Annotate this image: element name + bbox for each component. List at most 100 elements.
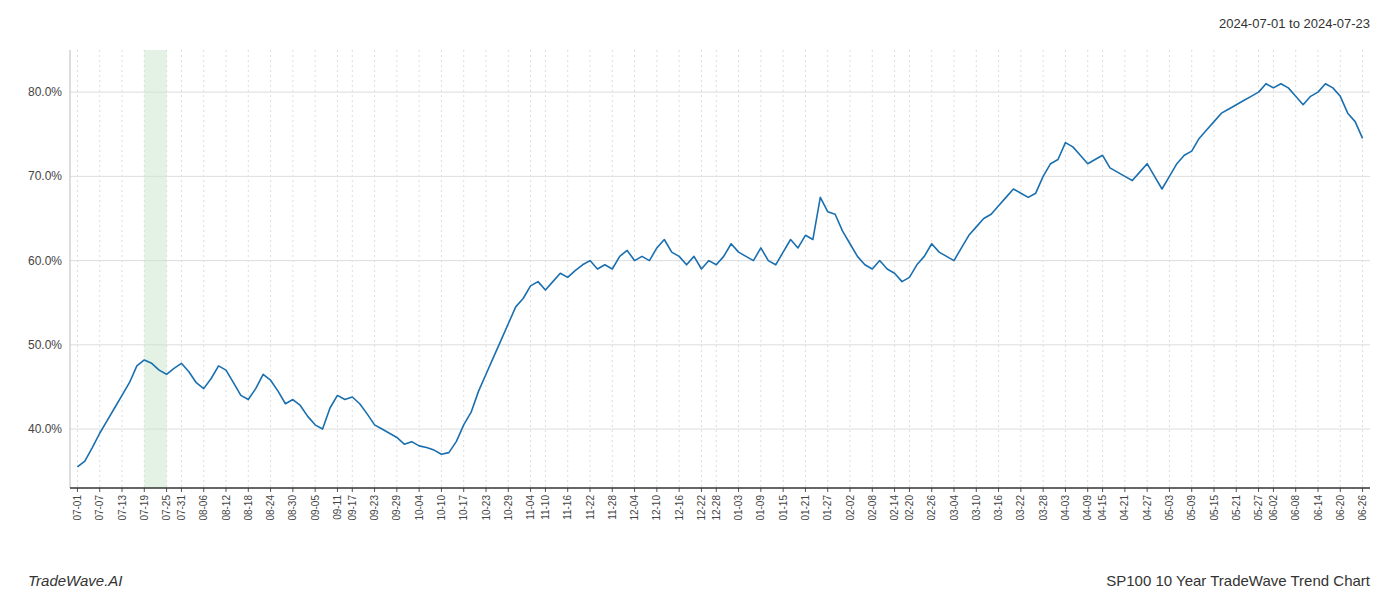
x-tick-label: 12-28 — [711, 495, 722, 521]
x-tick-label: 11-04 — [525, 495, 536, 520]
x-grid-line — [909, 50, 910, 488]
x-grid-line — [1065, 50, 1066, 488]
x-grid-line — [931, 50, 932, 488]
y-grid-line — [70, 92, 1370, 93]
x-axis-line — [70, 487, 1370, 489]
x-grid-line — [1318, 50, 1319, 488]
plot-area — [77, 50, 1362, 488]
x-grid-line — [352, 50, 353, 488]
x-grid-line — [122, 50, 123, 488]
x-tick-label: 05-21 — [1231, 495, 1242, 521]
y-tick-label: 40.0% — [28, 422, 62, 436]
x-tick-label: 11-22 — [585, 495, 596, 520]
x-tick-label: 07-31 — [176, 495, 187, 521]
x-grid-line — [226, 50, 227, 488]
x-tick-label: 09-11 — [332, 495, 343, 520]
x-tick-label: 01-03 — [733, 495, 744, 521]
x-tick-label: 06-14 — [1313, 495, 1324, 521]
y-tick-label: 60.0% — [28, 254, 62, 268]
x-grid-line — [634, 50, 635, 488]
x-tick-label: 03-16 — [993, 495, 1004, 521]
x-tick-label: 03-28 — [1038, 495, 1049, 521]
x-tick-label: 10-17 — [458, 495, 469, 521]
x-tick-label: 09-29 — [391, 495, 402, 521]
x-tick-label: 02-20 — [904, 495, 915, 521]
x-grid-line — [738, 50, 739, 488]
x-tick-label: 12-16 — [674, 495, 685, 521]
y-grid-line — [70, 176, 1370, 177]
x-grid-line — [850, 50, 851, 488]
x-tick-label: 06-26 — [1357, 495, 1368, 521]
y-tick-label: 80.0% — [28, 85, 62, 99]
y-axis: 40.0%50.0%60.0%70.0%80.0% — [28, 85, 62, 436]
x-grid-line — [1258, 50, 1259, 488]
y-axis-line — [70, 50, 71, 488]
x-grid-line — [248, 50, 249, 488]
x-grid-line — [1147, 50, 1148, 488]
x-tick-label: 09-23 — [369, 495, 380, 521]
x-grid-line — [292, 50, 293, 488]
x-grid-line — [77, 50, 78, 488]
y-grid-line — [70, 344, 1370, 345]
x-tick-label: 02-02 — [845, 495, 856, 521]
x-grid-line — [1214, 50, 1215, 488]
x-tick-label: 04-03 — [1060, 495, 1071, 521]
x-grid-line — [1020, 50, 1021, 488]
x-tick-label: 04-15 — [1097, 495, 1108, 521]
x-tick-label: 01-21 — [800, 495, 811, 521]
x-tick-label: 05-03 — [1164, 495, 1175, 521]
x-tick-label: 01-09 — [755, 495, 766, 521]
x-tick-label: 06-02 — [1268, 495, 1279, 521]
x-grid-line — [486, 50, 487, 488]
x-grid-line — [590, 50, 591, 488]
x-tick-label: 08-18 — [243, 495, 254, 521]
x-tick-label: 10-29 — [503, 495, 514, 521]
x-tick-label: 07-25 — [161, 495, 172, 521]
x-grid-line — [1191, 50, 1192, 488]
x-grid-line — [270, 50, 271, 488]
x-grid-line — [1043, 50, 1044, 488]
x-grid-line — [783, 50, 784, 488]
x-tick-label: 01-15 — [778, 495, 789, 521]
x-tick-label: 12-22 — [696, 495, 707, 521]
x-tick-label: 12-04 — [629, 495, 640, 521]
x-grid-line — [656, 50, 657, 488]
x-grid-line — [1087, 50, 1088, 488]
x-grid-line — [441, 50, 442, 488]
trend-line — [77, 84, 1362, 467]
x-tick-label: 03-10 — [971, 495, 982, 521]
x-grid-line — [1295, 50, 1296, 488]
x-tick-label: 07-13 — [117, 495, 128, 521]
x-grid-line — [894, 50, 895, 488]
x-grid-line — [99, 50, 100, 488]
x-tick-label: 04-21 — [1119, 495, 1130, 521]
x-grid-line — [508, 50, 509, 488]
x-grid-line — [976, 50, 977, 488]
y-tick-label: 50.0% — [28, 338, 62, 352]
x-grid-line — [203, 50, 204, 488]
x-grid-line — [998, 50, 999, 488]
x-tick-label: 10-10 — [436, 495, 447, 521]
x-grid-line — [716, 50, 717, 488]
x-tick-label: 08-24 — [265, 495, 276, 521]
x-grid-line — [1102, 50, 1103, 488]
x-tick-label: 11-10 — [540, 495, 551, 520]
x-grid-line — [1273, 50, 1274, 488]
x-tick-label: 02-14 — [889, 495, 900, 521]
x-tick-label: 03-04 — [949, 495, 960, 521]
y-grid-line — [70, 429, 1370, 430]
x-grid-line — [545, 50, 546, 488]
x-grid-line — [805, 50, 806, 488]
x-grid-line — [1169, 50, 1170, 488]
x-tick-label: 04-27 — [1142, 495, 1153, 521]
x-tick-label: 10-23 — [481, 495, 492, 521]
x-tick-label: 11-28 — [607, 495, 618, 520]
x-tick-label: 06-20 — [1335, 495, 1346, 521]
x-tick-label: 05-27 — [1253, 495, 1264, 521]
x-tick-label: 05-15 — [1209, 495, 1220, 521]
x-grid-line — [463, 50, 464, 488]
x-tick-label: 03-22 — [1015, 495, 1026, 521]
x-tick-label: 07-07 — [94, 495, 105, 521]
x-grid-line — [374, 50, 375, 488]
x-grid-line — [954, 50, 955, 488]
